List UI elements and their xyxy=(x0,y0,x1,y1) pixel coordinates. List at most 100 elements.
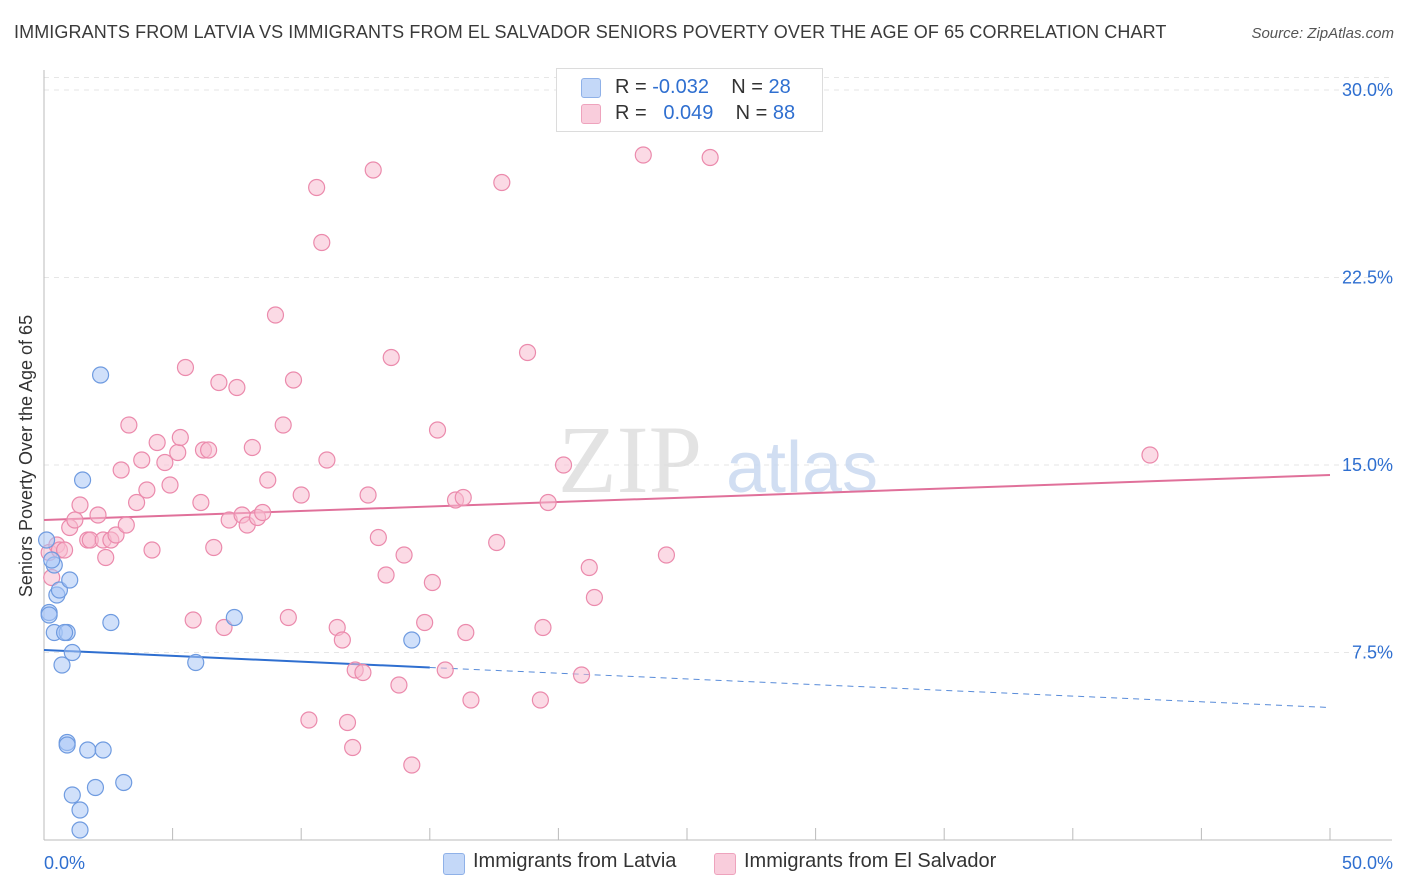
el-salvador-point xyxy=(369,528,387,547)
latvia-point xyxy=(86,778,105,797)
latvia-point xyxy=(187,653,205,672)
el-salvador-point xyxy=(454,488,472,507)
el-salvador-point xyxy=(531,691,549,709)
latvia-point xyxy=(225,608,243,627)
latvia-point xyxy=(71,821,89,839)
el-salvador-point xyxy=(97,548,115,567)
y-tick-label: 15.0% xyxy=(1342,455,1393,475)
latvia-r-value: -0.032 xyxy=(652,76,709,98)
el-salvador-point xyxy=(313,233,331,252)
latvia-point xyxy=(53,656,71,674)
el-salvador-point xyxy=(184,611,202,629)
el-salvador-point xyxy=(133,451,151,469)
el-salvador-point xyxy=(701,148,719,167)
y-tick-label: 22.5% xyxy=(1342,268,1393,288)
el-salvador-point xyxy=(539,493,557,512)
latvia-point xyxy=(115,773,133,792)
el-salvador-point xyxy=(117,516,135,534)
latvia-point xyxy=(102,613,120,632)
latvia-point xyxy=(79,741,97,759)
el-salvador-point xyxy=(279,608,297,627)
el-salvador-point xyxy=(266,306,285,324)
latvia-point xyxy=(43,551,61,569)
el-salvador-point xyxy=(127,493,146,512)
el-salvador-point xyxy=(120,416,138,434)
latvia-swatch xyxy=(581,78,601,98)
el-salvador-point xyxy=(580,558,598,577)
el-salvador-point xyxy=(112,461,130,479)
el-salvador-point xyxy=(228,378,246,397)
latvia-point xyxy=(63,786,81,804)
el-salvador-point xyxy=(210,373,228,392)
el-salvador-point xyxy=(254,503,272,522)
axes xyxy=(43,70,1392,841)
el-salvador-point xyxy=(192,493,210,512)
el-salvador-legend-label: Immigrants from El Salvador xyxy=(744,850,997,872)
chart-title: IMMIGRANTS FROM LATVIA VS IMMIGRANTS FRO… xyxy=(14,22,1167,42)
el-salvador-n-label: N = xyxy=(735,102,768,124)
latvia-point xyxy=(73,471,92,489)
el-salvador-point xyxy=(395,546,413,564)
y-tick-label: 7.5% xyxy=(1352,643,1393,663)
el-salvador-point xyxy=(1141,446,1159,464)
el-salvador-point xyxy=(585,588,604,607)
el-salvador-point xyxy=(457,623,475,642)
latvia-point xyxy=(40,606,58,624)
el-salvador-n-value: 88 xyxy=(772,102,796,124)
latvia-point xyxy=(63,643,81,662)
x-tick-label-max: 50.0% xyxy=(1342,853,1393,873)
el-salvador-point xyxy=(377,566,395,584)
source-label: Source: ZipAtlas.com xyxy=(1251,25,1394,42)
latvia-point xyxy=(94,741,112,759)
el-salvador-point xyxy=(156,453,174,472)
el-salvador-point xyxy=(382,348,400,367)
el-salvador-point xyxy=(423,573,441,592)
watermark-zip: ZIP xyxy=(558,406,702,513)
el-salvador-point xyxy=(359,486,377,504)
el-salvador-point xyxy=(333,631,351,649)
latvia-legend-label: Immigrants from Latvia xyxy=(473,850,677,872)
el-salvador-point xyxy=(71,496,89,514)
latvia-point xyxy=(37,531,56,549)
el-salvador-point xyxy=(416,613,434,632)
el-salvador-point xyxy=(205,538,223,557)
latvia-trend-extension xyxy=(429,667,1331,708)
el-salvador-point xyxy=(89,506,107,524)
el-salvador-point xyxy=(344,738,362,757)
y-axis-label: Seniors Poverty Over the Age of 65 xyxy=(16,315,36,597)
el-salvador-legend-swatch xyxy=(714,853,736,875)
el-salvador-point xyxy=(176,358,195,377)
el-salvador-point xyxy=(107,526,125,544)
el-salvador-point xyxy=(657,546,676,564)
el-salvador-swatch xyxy=(581,104,601,124)
el-salvador-point xyxy=(428,421,447,439)
el-salvador-point xyxy=(284,371,303,389)
grid-lines xyxy=(44,77,1392,653)
el-salvador-point xyxy=(138,481,156,499)
tick-labels: 7.5% 15.0% 22.5% 30.0% 0.0% 50.0% xyxy=(44,80,1393,873)
el-salvador-point xyxy=(554,456,573,474)
latvia-point xyxy=(55,623,74,642)
el-salvador-point xyxy=(259,471,277,489)
el-salvador-point xyxy=(66,511,84,529)
el-salvador-point xyxy=(274,416,292,434)
el-salvador-point xyxy=(462,691,480,709)
el-salvador-point xyxy=(572,666,591,684)
el-salvador-point xyxy=(169,443,187,462)
el-salvador-point xyxy=(215,618,233,637)
el-salvador-r-value: 0.049 xyxy=(663,102,714,124)
el-salvador-point xyxy=(403,756,421,774)
el-salvador-point xyxy=(436,661,454,679)
el-salvador-point xyxy=(518,343,537,362)
el-salvador-point xyxy=(534,618,552,637)
el-salvador-point xyxy=(338,713,357,732)
el-salvador-point xyxy=(364,161,382,179)
el-salvador-point xyxy=(354,663,372,682)
el-salvador-r-label: R = xyxy=(615,102,647,124)
el-salvador-point xyxy=(148,433,166,452)
el-salvador-point xyxy=(243,438,261,457)
el-salvador-point xyxy=(292,486,310,504)
el-salvador-point xyxy=(200,441,218,459)
latvia-point xyxy=(403,631,421,649)
